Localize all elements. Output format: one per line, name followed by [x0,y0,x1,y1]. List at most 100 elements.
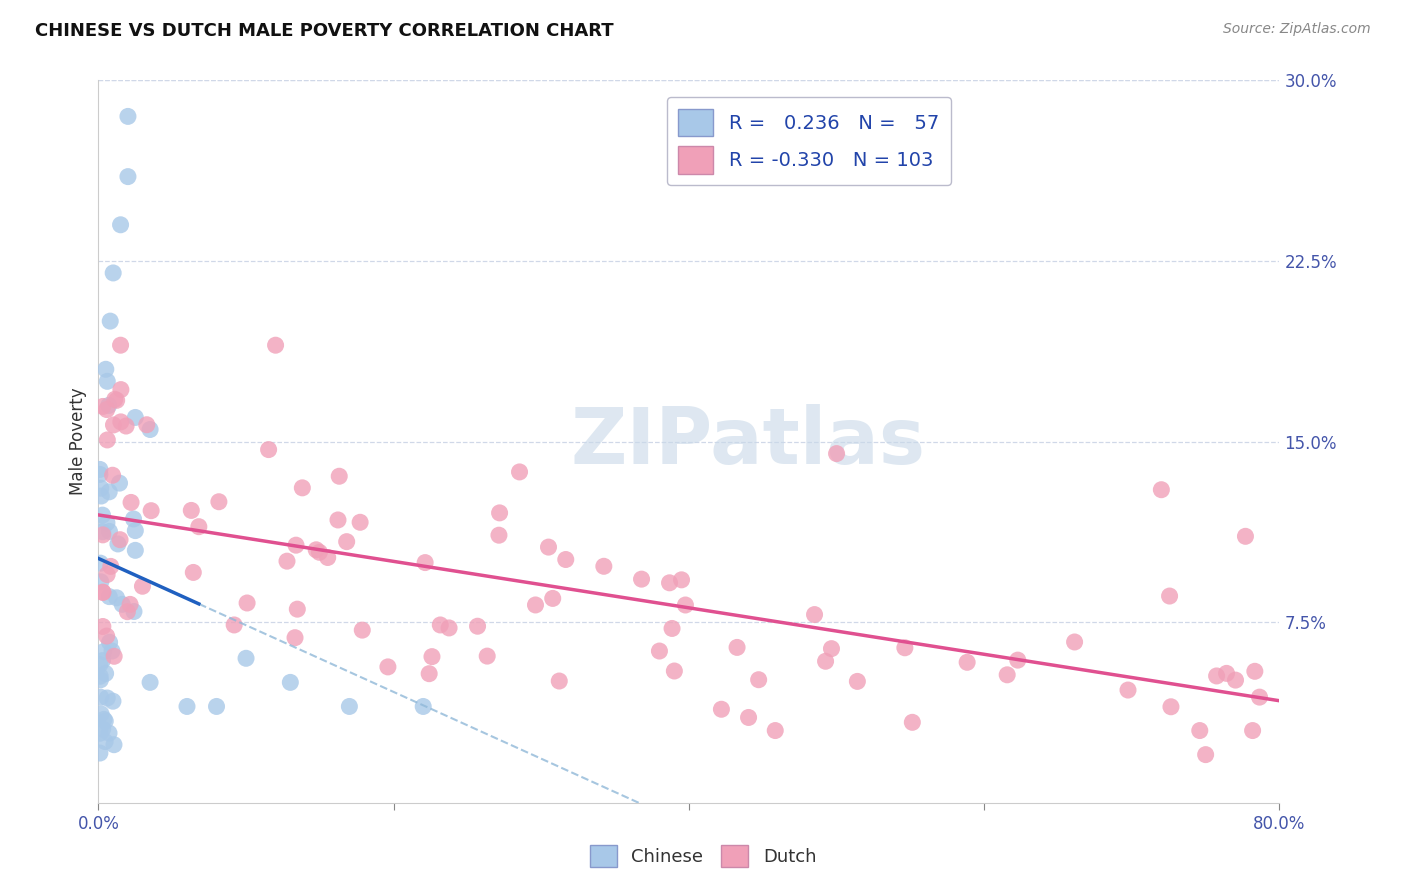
Point [1225,673,1247,687]
Point [276,554,298,568]
Point [420,649,443,664]
Point [141,504,163,518]
Point [1150,483,1173,497]
Point [664,664,686,678]
Y-axis label: Male Poverty: Male Poverty [69,388,87,495]
Point [94,362,117,376]
Point [117,109,139,123]
Point [1160,699,1182,714]
Point [89,726,111,740]
Text: CHINESE VS DUTCH MALE POVERTY CORRELATION CHART: CHINESE VS DUTCH MALE POVERTY CORRELATIO… [35,22,614,40]
Point [235,651,257,665]
Point [328,469,350,483]
Point [308,545,330,559]
Point [110,218,132,232]
Point [748,673,770,687]
Point [105,591,128,605]
Point [1007,653,1029,667]
Point [103,738,125,752]
Point [349,516,371,530]
Point [105,393,128,408]
Point [103,649,125,664]
Point [98,484,121,499]
Point [437,621,460,635]
Point [124,543,146,558]
Point [1205,669,1227,683]
Point [956,655,979,669]
Point [894,640,917,655]
Point [413,556,436,570]
Point [104,392,127,407]
Point [1243,665,1265,679]
Point [488,506,510,520]
Point [846,674,869,689]
Point [97,398,120,412]
Point [117,169,139,184]
Point [509,465,531,479]
Point [208,494,231,508]
Legend: R =   0.236   N =   57, R = -0.330   N = 103: R = 0.236 N = 57, R = -0.330 N = 103 [666,97,950,186]
Point [91,400,114,414]
Point [98,635,121,649]
Point [336,534,359,549]
Point [108,533,131,547]
Legend: Chinese, Dutch: Chinese, Dutch [582,838,824,874]
Point [675,598,697,612]
Point [377,660,399,674]
Point [139,422,162,436]
Point [467,619,489,633]
Point [110,383,132,397]
Point [305,542,328,557]
Point [108,476,131,491]
Point [1241,723,1264,738]
Point [1116,683,1139,698]
Point [96,516,118,530]
Point [1188,723,1211,738]
Point [280,675,302,690]
Point [89,467,111,482]
Point [187,519,209,533]
Point [181,566,204,580]
Point [89,673,111,687]
Text: Source: ZipAtlas.com: Source: ZipAtlas.com [1223,22,1371,37]
Point [91,524,114,539]
Point [89,556,111,570]
Point [1249,690,1271,705]
Point [96,402,118,417]
Point [316,550,339,565]
Point [91,585,114,599]
Point [96,433,118,447]
Point [89,669,111,683]
Point [91,508,114,522]
Point [122,512,145,526]
Point [89,462,111,476]
Point [541,591,564,606]
Point [120,495,142,509]
Point [554,552,576,566]
Point [418,666,440,681]
Point [98,314,121,328]
Point [115,419,138,434]
Point [94,714,117,728]
Point [339,699,361,714]
Point [291,481,314,495]
Point [100,559,122,574]
Point [725,640,748,655]
Point [96,691,118,706]
Point [592,559,614,574]
Point [91,619,114,633]
Point [101,644,124,658]
Point [820,641,842,656]
Point [91,722,114,736]
Point [101,468,124,483]
Point [477,649,499,664]
Point [90,489,112,503]
Point [285,602,308,616]
Point [763,723,786,738]
Point [1063,635,1085,649]
Point [91,528,114,542]
Point [205,699,228,714]
Text: ZIPatlas: ZIPatlas [571,403,925,480]
Point [124,410,146,425]
Point [90,481,112,495]
